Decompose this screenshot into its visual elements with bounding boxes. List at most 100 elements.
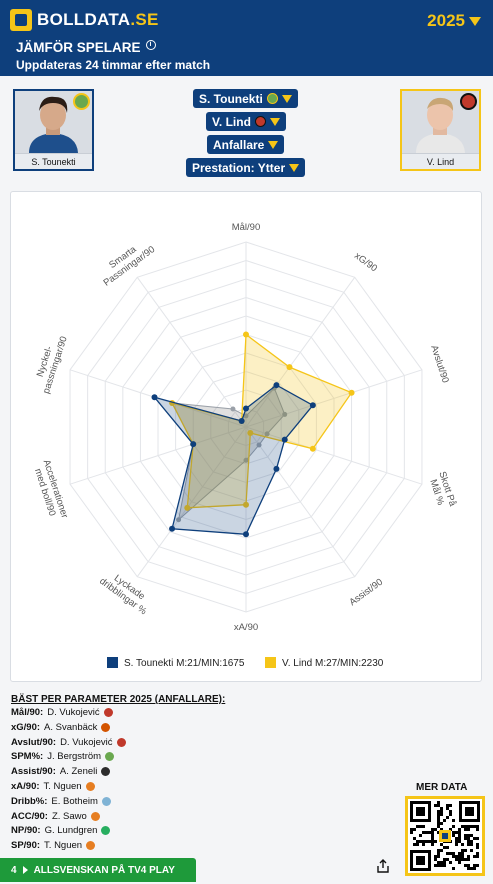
axis-spoke	[245, 277, 356, 428]
best-row[interactable]: ACC/90: Z. Sawo	[11, 811, 100, 822]
chevron-down-icon	[269, 117, 280, 126]
qr-code[interactable]	[405, 796, 485, 876]
series-point-2-6[interactable]	[176, 517, 182, 523]
play-icon	[22, 866, 28, 874]
best-param: SP/90:	[11, 840, 41, 852]
series-point-1-6[interactable]	[184, 504, 191, 511]
player1-card: S. Tounekti	[13, 89, 94, 171]
best-player: A. Svanbäck	[44, 721, 98, 733]
best-param: Avslut/90:	[11, 736, 57, 748]
mer-data-label: MER DATA	[416, 782, 468, 793]
best-player: A. Zeneli	[59, 766, 98, 778]
series-point-0-9[interactable]	[238, 418, 245, 425]
series-point-0-5[interactable]	[243, 531, 249, 538]
tv4-play-banner[interactable]: 4 ALLSVENSKAN PÅ TV4 PLAY	[0, 858, 196, 882]
axis-label: xG/90	[352, 250, 379, 274]
player2-card: V. Lind	[400, 89, 481, 171]
series-point-0-7[interactable]	[190, 441, 197, 448]
series-point-0-1[interactable]	[273, 382, 280, 389]
series-point-0-2[interactable]	[309, 402, 316, 409]
logo-icon	[10, 9, 32, 31]
axis-label: Lyckadedribblingar %	[97, 567, 155, 618]
best-player: T. Nguen	[44, 840, 83, 852]
chevron-down-icon	[281, 94, 292, 103]
series-point-1-1[interactable]	[286, 364, 293, 371]
legend-swatch-1[interactable]	[265, 657, 276, 668]
series-point-2-4[interactable]	[256, 442, 262, 448]
app-header: BOLLDATA.SE 2025 JÄMFÖR SPELARE i Uppdat…	[0, 0, 493, 76]
chevron-down-icon	[268, 140, 279, 149]
legend-label-1: V. Lind M:27/MIN:2230	[282, 658, 384, 669]
best-param: Dribb%:	[11, 795, 48, 807]
series-point-0-0[interactable]	[243, 405, 249, 412]
best-row[interactable]: SP/90: T. Nguen	[11, 840, 96, 852]
radar-chart: Mål/90 xG/90 Avslut/90 Skott PåMål % Assist/…	[10, 191, 482, 682]
series-point-1-5[interactable]	[243, 501, 249, 508]
club-crest-icon	[266, 93, 278, 104]
best-title: BÄST PER PARAMETER 2025 (ANFALLARE):	[11, 694, 226, 705]
legend-swatch-0[interactable]	[107, 657, 118, 668]
series-point-0-3[interactable]	[281, 436, 288, 443]
club-crest-icon	[254, 116, 266, 127]
share-icon[interactable]	[376, 859, 390, 873]
axis-label: SmartaPassningar/90	[95, 235, 157, 288]
player2-select[interactable]: V. Lind	[206, 112, 286, 131]
series-point-1-4[interactable]	[247, 429, 254, 436]
best-param: ACC/90:	[11, 810, 48, 822]
series-point-0-6[interactable]	[169, 525, 176, 532]
best-param: Assist/90:	[11, 766, 56, 778]
axis-label: Mål/90	[232, 222, 261, 233]
player1-select[interactable]: S. Tounekti	[193, 89, 298, 108]
page-title: JÄMFÖR SPELARE i	[16, 39, 156, 55]
series-point-2-2[interactable]	[282, 411, 288, 417]
series-point-2-3[interactable]	[264, 431, 270, 437]
best-row[interactable]: SPM%: J. Bergström	[11, 751, 115, 763]
series-point-2-0[interactable]	[243, 413, 249, 419]
best-player: D. Vukojević	[60, 736, 113, 748]
series-point-2-9[interactable]	[230, 406, 236, 412]
best-row[interactable]: Mål/90: D. Vukojević	[11, 707, 113, 718]
best-param: Mål/90:	[11, 707, 44, 718]
season-select[interactable]: 2025	[427, 11, 481, 31]
best-player: J. Bergström	[47, 751, 102, 763]
club-crest-icon	[85, 782, 95, 791]
series-point-1-3[interactable]	[309, 445, 316, 452]
best-param: xA/90:	[11, 781, 40, 792]
axis-label: Avslut/90	[428, 344, 450, 384]
axis-label: Nyckel-passningar/90	[30, 332, 69, 396]
best-row[interactable]: Dribb%: E. Botheim	[11, 796, 111, 807]
brand-logo[interactable]: BOLLDATA.SE	[10, 9, 159, 31]
position-select[interactable]: Anfallare	[207, 135, 285, 154]
series-point-0-4[interactable]	[273, 465, 280, 472]
best-param: xG/90:	[11, 721, 41, 733]
best-player: T. Nguen	[43, 781, 82, 792]
axis-spoke	[136, 426, 247, 577]
series-point-2-5[interactable]	[243, 457, 249, 463]
series-point-1-2[interactable]	[348, 389, 355, 396]
radar-svg: Mål/90 xG/90 Avslut/90 Skott PåMål % Assist/…	[30, 222, 458, 669]
axis-label: Assist/90	[347, 577, 385, 609]
club-crest-icon	[105, 752, 115, 762]
club-crest-icon	[86, 841, 96, 851]
series-point-0-8[interactable]	[151, 394, 158, 401]
best-row[interactable]: xG/90: A. Svanbäck	[11, 721, 111, 733]
role-select[interactable]: Prestation: Ytter	[186, 158, 306, 177]
info-icon[interactable]: i	[145, 39, 156, 50]
player2-name: V. Lind	[402, 153, 479, 169]
chevron-down-icon	[469, 16, 481, 26]
best-row[interactable]: xA/90: T. Nguen	[11, 781, 95, 792]
best-row[interactable]: Avslut/90: D. Vukojević	[11, 737, 126, 748]
legend-label-0: S. Tounekti M:21/MIN:1675	[124, 658, 245, 669]
best-row[interactable]: NP/90: G. Lundgren	[11, 825, 111, 836]
axis-spoke	[69, 426, 247, 485]
best-player: E. Botheim	[51, 795, 98, 807]
club-crest-icon	[101, 796, 111, 806]
axis-spoke	[245, 426, 356, 577]
series-point-1-0[interactable]	[243, 331, 249, 338]
best-param: SPM%:	[11, 751, 44, 763]
player2-club-crest	[460, 93, 477, 110]
player1-name: S. Tounekti	[15, 153, 92, 169]
best-player: D. Vukojević	[47, 707, 100, 718]
best-row[interactable]: Assist/90: A. Zeneli	[11, 766, 111, 778]
club-crest-icon	[101, 826, 111, 836]
